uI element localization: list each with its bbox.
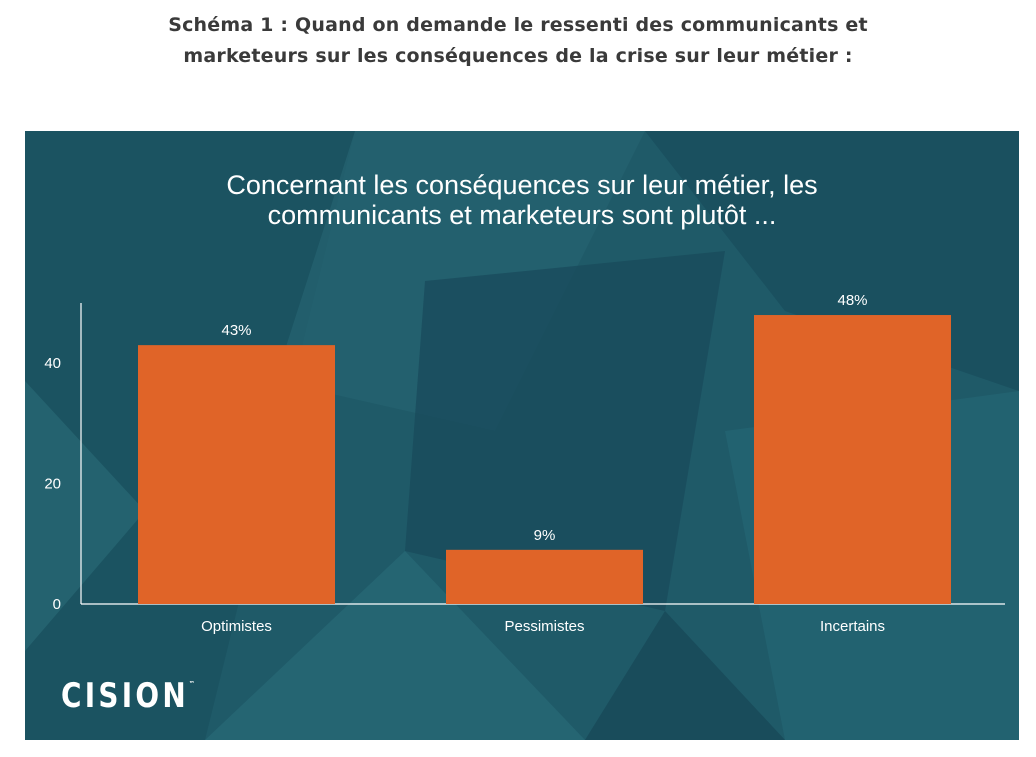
chart-title-line-1: Concernant les conséquences sur leur mét…: [226, 170, 818, 200]
x-tick-label: Pessimistes: [504, 618, 584, 635]
bar-pessimistes: [446, 549, 643, 604]
x-tick-label: Optimistes: [201, 618, 272, 635]
data-label: 43%: [221, 322, 251, 339]
logo-trademark: ™: [189, 680, 195, 688]
caption-line-1: Schéma 1 : Quand on demande le ressenti …: [168, 14, 868, 36]
y-tick-label: 40: [44, 355, 61, 372]
y-tick-label: 0: [53, 596, 61, 613]
x-tick-label: Incertains: [820, 618, 885, 635]
bar-optimistes: [138, 345, 335, 604]
data-label: 48%: [837, 292, 867, 309]
page-caption: Schéma 1 : Quand on demande le ressenti …: [0, 10, 1036, 72]
y-tick-label: 20: [44, 476, 61, 493]
cision-logo: CISION™: [61, 676, 195, 716]
chart-panel: Concernant les conséquences sur leur mét…: [25, 131, 1019, 740]
caption-line-2: marketeurs sur les conséquences de la cr…: [183, 45, 853, 67]
chart-title: Concernant les conséquences sur leur mét…: [25, 170, 1019, 230]
logo-text: CISION: [61, 676, 190, 716]
bar-incertains: [754, 315, 951, 604]
bar-chart: 0 20 40 43% Optimistes 9% Pessimistes 48% Incert…: [44, 292, 1005, 635]
chart-title-line-2: communicants et marketeurs sont plutôt .…: [267, 200, 777, 230]
data-label: 9%: [534, 527, 556, 544]
